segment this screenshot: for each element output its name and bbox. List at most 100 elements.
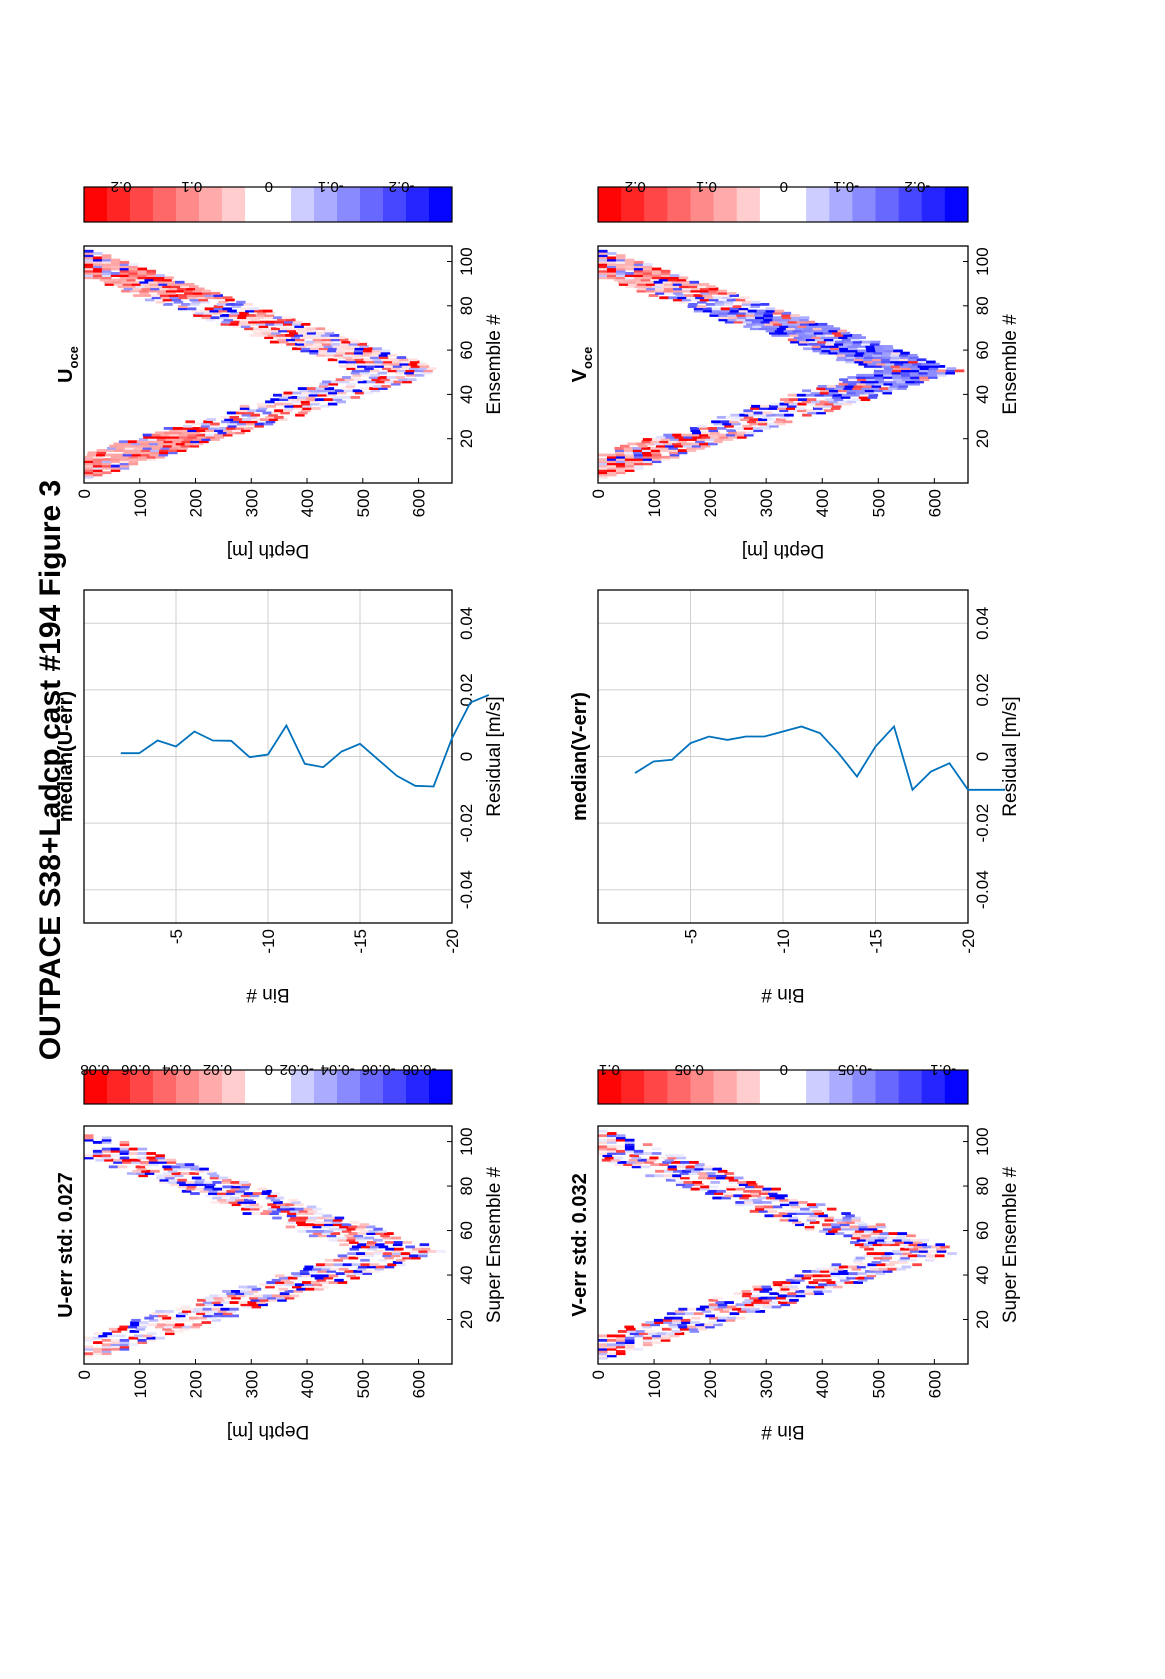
heatmap-cell <box>277 1298 287 1302</box>
heatmap-cell <box>700 431 711 435</box>
heatmap-cell <box>918 1247 928 1251</box>
heatmap-cell <box>279 396 289 399</box>
heatmap-cell <box>357 380 368 384</box>
heatmap-cell <box>803 1274 814 1278</box>
heatmap-cell <box>342 387 352 390</box>
heatmap-cell <box>420 1247 431 1251</box>
heatmap-cell <box>690 289 700 293</box>
heatmap-cell <box>853 1258 863 1262</box>
heatmap-cell <box>303 333 313 337</box>
heatmap-cell <box>726 291 737 295</box>
heatmap-cell <box>687 1325 697 1329</box>
heatmap-cell <box>157 280 167 284</box>
heatmap-cell <box>356 360 366 364</box>
heatmap-cell <box>257 1296 268 1300</box>
heatmap-cell <box>714 438 725 441</box>
heatmap-cell <box>274 1196 285 1200</box>
heatmap-cell <box>760 320 771 324</box>
heatmap-cell <box>373 1252 384 1256</box>
heatmap-cell <box>348 1225 358 1229</box>
heatmap-cell <box>92 256 103 260</box>
heatmap-cell <box>708 1321 718 1324</box>
heatmap-cell <box>750 407 760 410</box>
heatmap-cell <box>857 1278 868 1282</box>
heatmap-cell <box>888 387 898 390</box>
heatmap-cell <box>417 367 428 371</box>
heatmap-cell <box>824 325 834 328</box>
heatmap-cell <box>712 1167 722 1171</box>
heatmap-cell <box>779 325 789 328</box>
heatmap-cell <box>84 473 94 477</box>
heatmap-cell <box>202 1307 213 1311</box>
heatmap-cell <box>341 1223 352 1227</box>
heatmap-cell <box>797 409 807 413</box>
heatmap-cell <box>702 307 713 311</box>
heatmap-cell <box>375 1265 386 1269</box>
heatmap-cell <box>769 1292 779 1296</box>
heatmap-cell <box>654 283 665 286</box>
heatmap-cell <box>193 291 203 295</box>
heatmap-cell <box>162 285 172 289</box>
x-tick-label: 0.02 <box>457 673 476 706</box>
heatmap-cell <box>119 1338 130 1342</box>
heatmap-cell <box>675 1312 686 1316</box>
heatmap-cell <box>871 384 882 388</box>
heatmap-cell <box>787 1301 797 1304</box>
heatmap-cell <box>156 1176 166 1180</box>
heatmap-cell <box>367 1247 377 1251</box>
heatmap-cell <box>895 1236 906 1240</box>
heatmap-cell <box>828 351 839 355</box>
colorbar-cell <box>667 187 691 222</box>
heatmap-cell <box>291 322 302 326</box>
heatmap-cell <box>717 291 728 295</box>
y-tick-label: -20 <box>959 929 978 954</box>
heatmap-cell <box>116 1334 126 1338</box>
heatmap-cell <box>598 1138 608 1142</box>
heatmap-cell <box>113 442 123 446</box>
heatmap-cell <box>128 271 139 275</box>
heatmap-cell <box>598 469 608 472</box>
heatmap-cell <box>146 269 156 273</box>
heatmap-cell <box>806 325 816 328</box>
heatmap-cell <box>230 311 240 315</box>
heatmap-cell <box>883 347 894 351</box>
heatmap-cell <box>745 431 756 435</box>
heatmap-cell <box>187 435 198 439</box>
heatmap-cell <box>863 360 873 364</box>
heatmap-cell <box>728 316 738 320</box>
heatmap-cell <box>201 1321 212 1324</box>
heatmap-cell <box>615 462 626 466</box>
heatmap-cell <box>243 1192 254 1195</box>
colorbar-cell <box>245 1070 269 1104</box>
heatmap-cell <box>755 1207 765 1211</box>
heatmap-cell <box>202 1314 213 1318</box>
y-tick-label: -10 <box>774 929 793 954</box>
heatmap-cell <box>654 1321 664 1324</box>
heatmap-cell <box>893 1252 904 1256</box>
heatmap-cell <box>830 349 841 353</box>
heatmap-cell <box>659 440 669 444</box>
heatmap-cell <box>615 1145 626 1149</box>
heatmap-cell <box>912 362 922 366</box>
heatmap-cell <box>626 1330 637 1333</box>
heatmap-cell <box>870 340 881 344</box>
heatmap-cell <box>867 1227 878 1231</box>
heatmap-cell <box>881 360 891 364</box>
heatmap-cell <box>919 378 930 382</box>
heatmap-cell <box>393 380 403 384</box>
heatmap-cell <box>900 356 910 359</box>
heatmap-cell <box>104 1158 114 1162</box>
heatmap-cell <box>171 285 181 289</box>
heatmap-cell <box>205 1183 216 1187</box>
heatmap-cell <box>882 389 893 393</box>
heatmap-cell <box>598 453 608 457</box>
heatmap-cell <box>598 258 608 262</box>
heatmap-cell <box>598 265 608 269</box>
heatmap-cell <box>615 276 626 280</box>
heatmap-cell <box>328 1227 339 1231</box>
heatmap-cell <box>838 1265 849 1269</box>
heatmap-cell <box>127 444 137 448</box>
heatmap-cell <box>123 449 133 452</box>
heatmap-cell <box>779 1198 789 1202</box>
